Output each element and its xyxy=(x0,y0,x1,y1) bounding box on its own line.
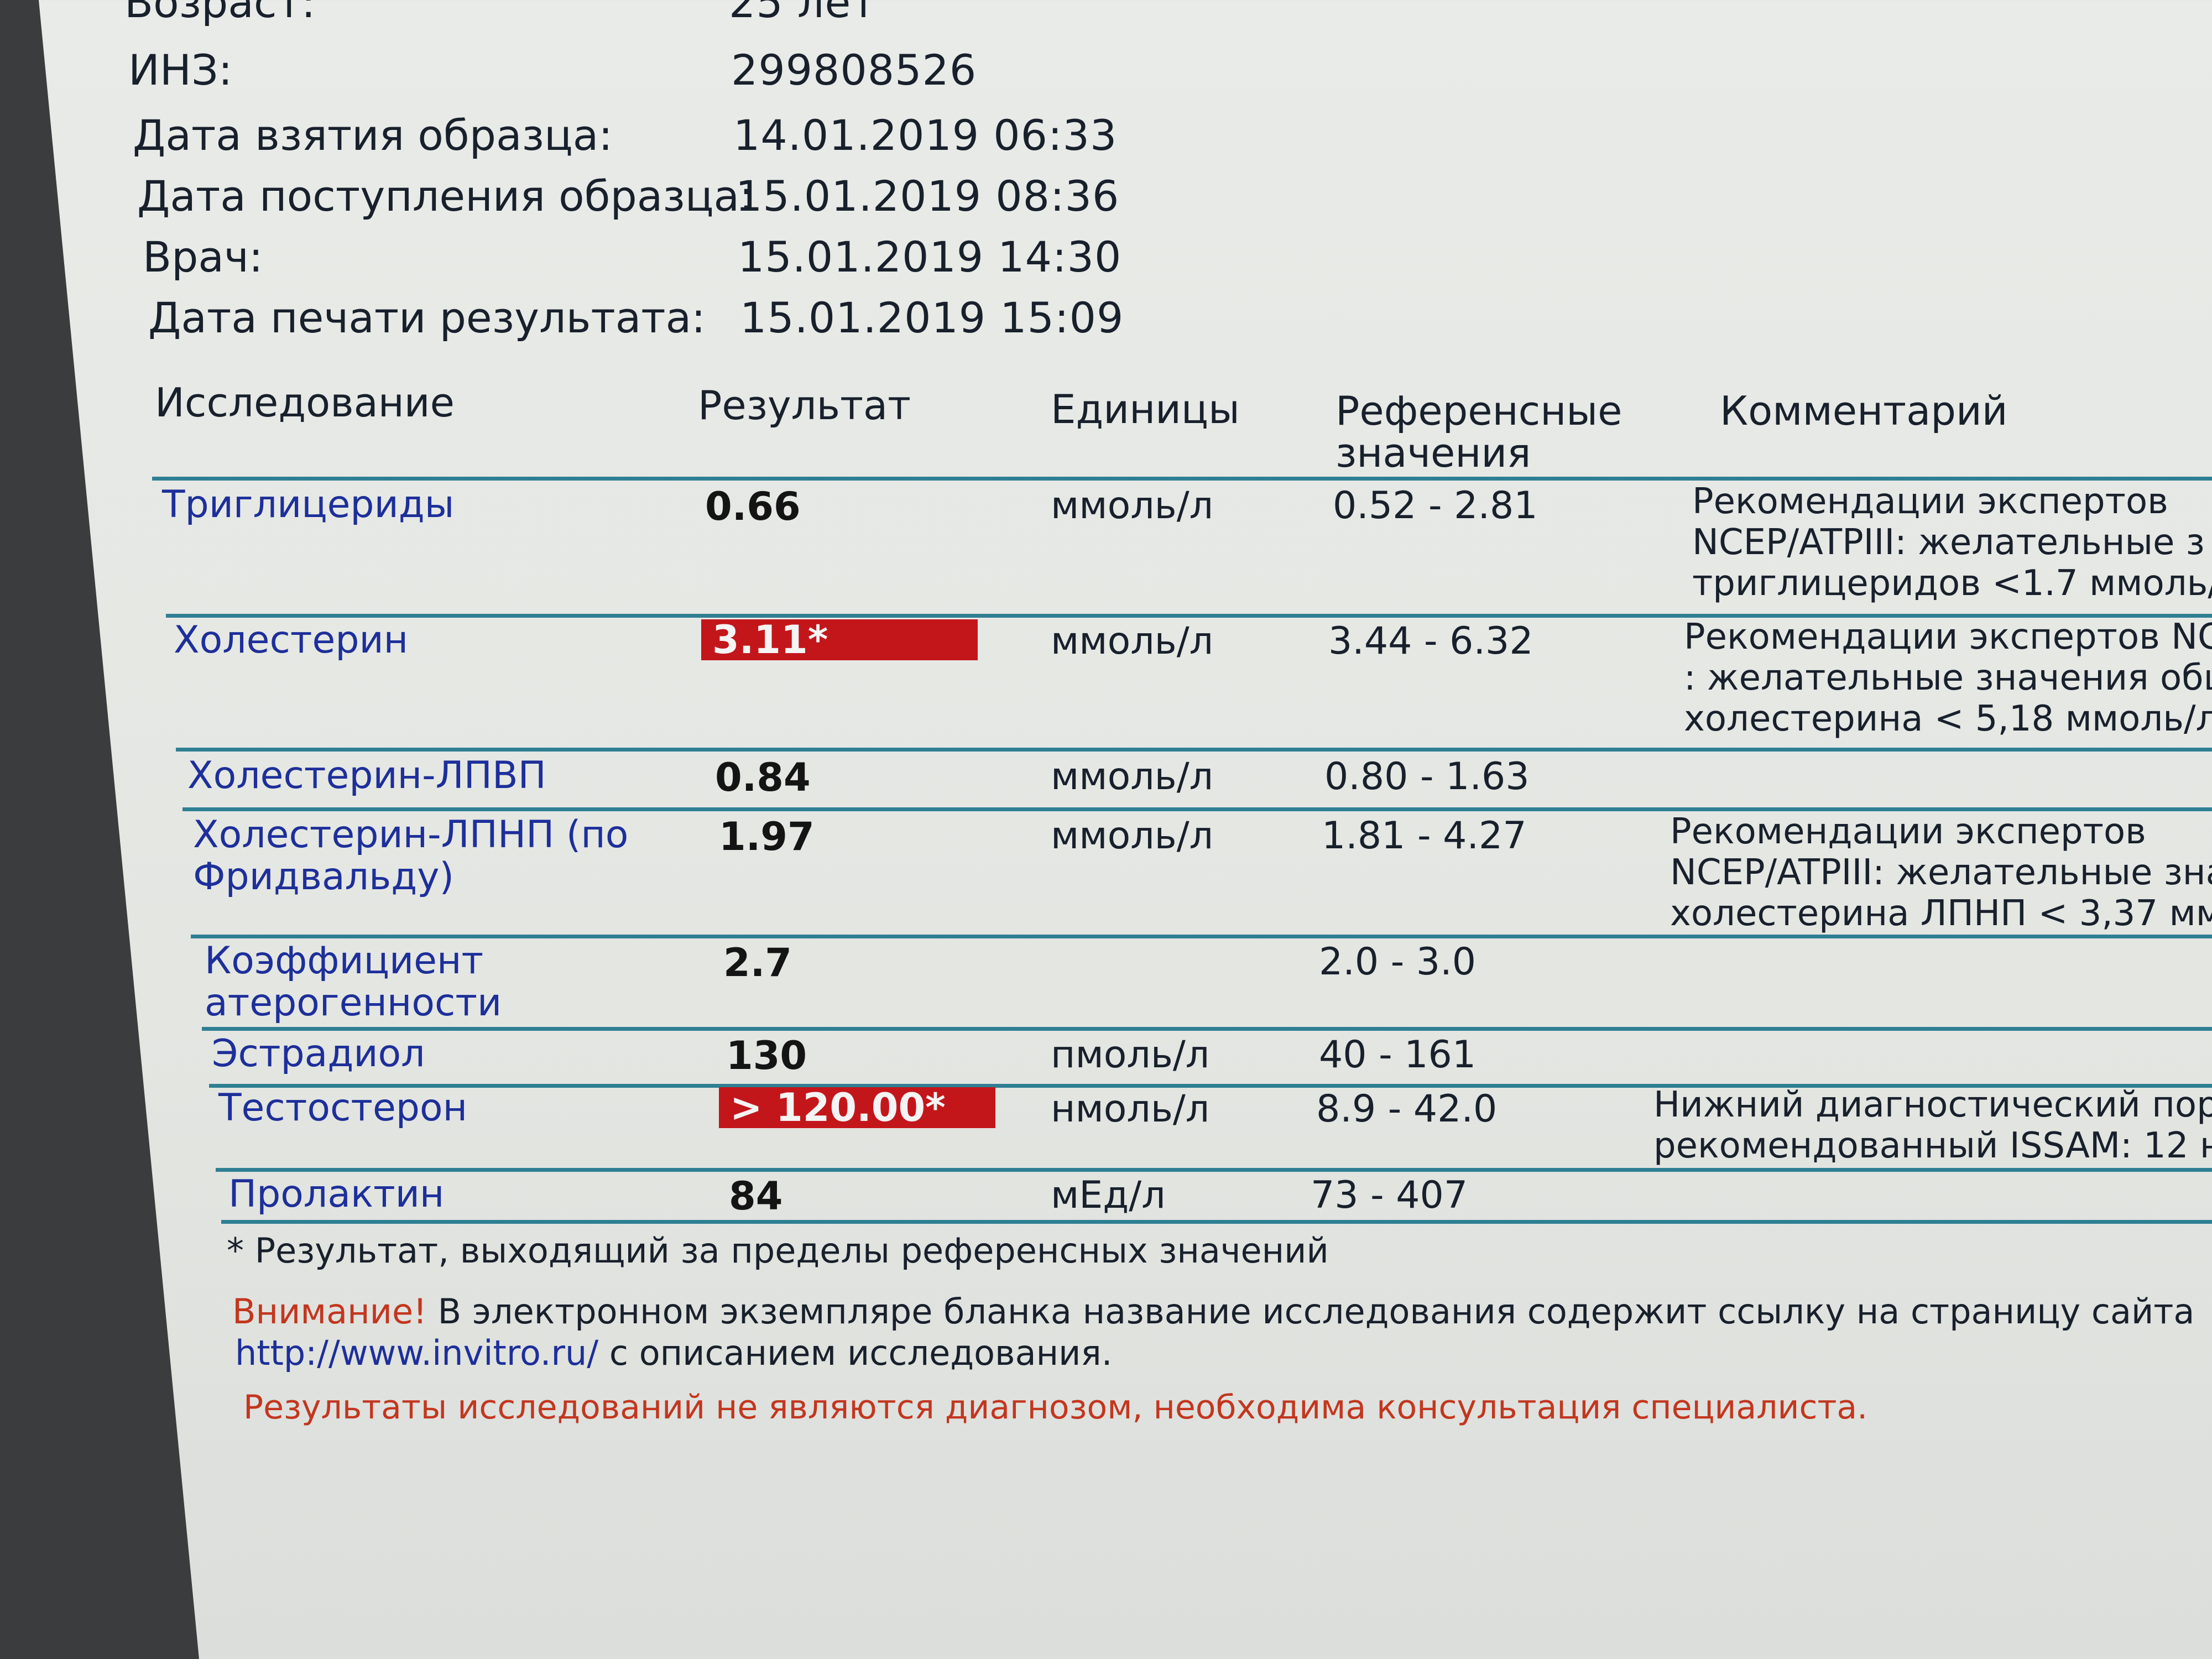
row-divider xyxy=(202,1027,2212,1031)
result-comment: Нижний диагностический порог, рекомендова… xyxy=(1653,1084,2212,1166)
test-name-link[interactable]: Эстрадиол xyxy=(212,1033,425,1075)
comment-line: рекомендованный ISSAM: 12 нмо xyxy=(1653,1125,2212,1166)
reference-range: 40 - 161 xyxy=(1319,1033,1477,1077)
result-units: нмоль/л xyxy=(1051,1087,1210,1131)
reference-range: 1.81 - 4.27 xyxy=(1322,814,1527,858)
test-name-line: Коэффициент xyxy=(205,939,484,983)
test-name-link[interactable]: Холестерин xyxy=(174,619,408,661)
comment-line: холестерина ЛПНП < 3,37 ммо xyxy=(1670,893,2212,934)
row-divider xyxy=(182,807,2212,811)
reference-range: 73 - 407 xyxy=(1311,1173,1468,1217)
test-name-link[interactable]: Холестерин-ЛПВП xyxy=(187,755,546,797)
result-comment: Рекомендации экспертов NCEP/ATPIII: желат… xyxy=(1692,481,2212,604)
comment-line: холестерина < 5,18 ммоль/л xyxy=(1684,698,2212,739)
info-label: Дата взятия образца: xyxy=(133,111,613,160)
info-value: 299808526 xyxy=(731,45,977,95)
result-units: ммоль/л xyxy=(1051,619,1214,663)
info-label: Возраст: xyxy=(124,0,316,27)
invitro-link[interactable]: http://www.invitro.ru/ xyxy=(235,1333,599,1373)
comment-line: Нижний диагностический порог, xyxy=(1653,1084,2212,1125)
header-comment: Комментарий xyxy=(1720,388,2008,434)
warning-prefix: Внимание! xyxy=(232,1291,427,1332)
warning-text: Внимание! В электронном экземпляре бланк… xyxy=(232,1291,2194,1332)
comment-line: Рекомендации экспертов xyxy=(1670,811,2146,852)
header-units: Единицы xyxy=(1051,386,1240,432)
warning-body: В электронном экземпляре бланка название… xyxy=(426,1291,2195,1332)
test-name-line: Холестерин xyxy=(174,618,409,662)
reference-range: 0.52 - 2.81 xyxy=(1333,484,1538,528)
result-value: 0.84 xyxy=(715,755,811,800)
result-value-flagged: > 120.00* xyxy=(719,1087,995,1128)
result-value: 0.66 xyxy=(705,484,801,529)
test-name-link[interactable]: Триглицериды xyxy=(162,484,454,526)
info-label: Дата печати результата: xyxy=(148,293,706,342)
header-result: Результат xyxy=(698,382,911,429)
test-name-link[interactable]: Коэффициент атерогенности xyxy=(205,940,502,1024)
reference-range: 0.80 - 1.63 xyxy=(1324,755,1530,799)
comment-line: NCEP/ATPIII: желательные з xyxy=(1692,522,2205,563)
disclaimer: Результаты исследований не являются диаг… xyxy=(243,1388,1868,1427)
info-value: 15.01.2019 14:30 xyxy=(738,232,1122,281)
test-name-link[interactable]: Пролактин xyxy=(228,1173,444,1215)
warning-link-suffix: с описанием исследования. xyxy=(598,1333,1113,1373)
header-reference-line1: Референсные xyxy=(1335,388,1623,434)
row-divider xyxy=(209,1084,2212,1088)
info-label: Дата поступления образца: xyxy=(137,171,754,221)
row-divider xyxy=(216,1168,2212,1172)
reference-range: 3.44 - 6.32 xyxy=(1328,619,1533,663)
header-reference: Референсные значения xyxy=(1335,390,1622,474)
result-units: мЕд/л xyxy=(1051,1173,1166,1217)
comment-line: Рекомендации экспертов NCE xyxy=(1684,617,2212,658)
test-name-link[interactable]: Холестерин-ЛПНП (по Фридвальду) xyxy=(193,814,628,898)
test-name-line: Холестерин-ЛПВП xyxy=(187,754,546,797)
header-test: Исследование xyxy=(155,379,455,426)
result-units: ммоль/л xyxy=(1051,814,1214,858)
result-value: 1.97 xyxy=(719,814,815,859)
row-divider xyxy=(152,477,2212,481)
test-name-line: Эстрадиол xyxy=(212,1032,425,1076)
result-units: ммоль/л xyxy=(1051,484,1214,528)
info-value: 15.01.2019 15:09 xyxy=(740,293,1124,342)
test-name-line: Фридвальду) xyxy=(193,855,454,899)
info-value: 25 лет xyxy=(729,0,877,27)
comment-line: : желательные значения общ xyxy=(1684,658,2212,698)
reference-range: 2.0 - 3.0 xyxy=(1319,940,1477,984)
test-name-line: Холестерин-ЛПНП (по xyxy=(193,813,629,857)
comment-line: Рекомендации экспертов xyxy=(1692,481,2168,522)
info-value: 14.01.2019 06:33 xyxy=(733,111,1118,160)
result-units: пмоль/л xyxy=(1051,1033,1210,1077)
result-value-flagged: 3.11* xyxy=(701,619,978,660)
comment-line: триглицеридов <1.7 ммоль/л xyxy=(1692,563,2212,604)
test-name-line: Пролактин xyxy=(228,1172,445,1216)
result-value: 84 xyxy=(729,1173,783,1219)
reference-range: 8.9 - 42.0 xyxy=(1316,1087,1498,1131)
row-divider xyxy=(191,935,2212,938)
row-divider xyxy=(221,1220,2212,1224)
warning-link-line: http://www.invitro.ru/ с описанием иссле… xyxy=(235,1333,1112,1373)
row-divider xyxy=(166,614,2212,618)
result-value: 130 xyxy=(726,1033,807,1078)
info-label: ИНЗ: xyxy=(128,45,233,95)
test-name-line: атерогенности xyxy=(205,981,502,1025)
info-label: Врач: xyxy=(143,232,263,281)
test-name-line: Триглицериды xyxy=(162,483,455,526)
info-value: 15.01.2019 08:36 xyxy=(735,171,1120,221)
test-name-link[interactable]: Тестостерон xyxy=(218,1087,467,1129)
row-divider xyxy=(176,748,2212,752)
footnote: * Результат, выходящий за пределы рефере… xyxy=(227,1230,1329,1271)
comment-line: NCEP/ATPIII: желательные зна xyxy=(1670,852,2212,893)
result-comment: Рекомендации экспертов NCEP/ATPIII: желат… xyxy=(1670,811,2212,934)
result-comment: Рекомендации экспертов NCE: желательные … xyxy=(1684,617,2212,739)
test-name-line: Тестостерон xyxy=(218,1086,468,1130)
result-value: 2.7 xyxy=(723,940,792,985)
header-reference-line2: значения xyxy=(1335,430,1531,476)
result-units: ммоль/л xyxy=(1051,755,1214,799)
